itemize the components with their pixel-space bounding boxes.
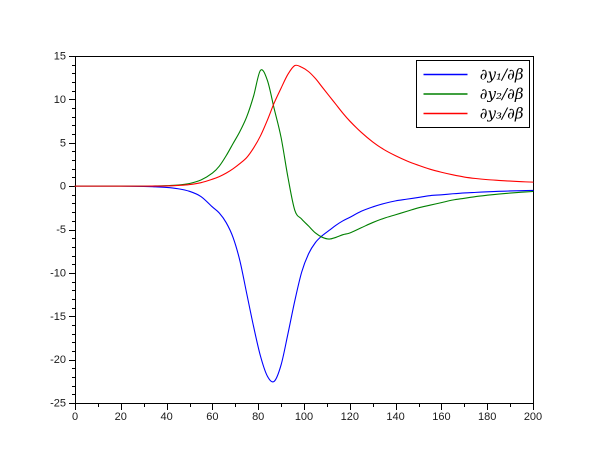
legend-label-dy3-dbeta: ∂y₃/∂β xyxy=(480,105,524,123)
plot-frame xyxy=(75,56,534,404)
y-tick-label: 10 xyxy=(54,94,66,106)
y-tick-label: -10 xyxy=(50,267,66,279)
x-tick-label: 60 xyxy=(206,411,218,423)
x-tick-label: 200 xyxy=(524,411,542,423)
y-tick-label: 5 xyxy=(60,137,66,149)
curve-dy1-dbeta xyxy=(74,185,534,383)
curve-dy3-dbeta xyxy=(74,64,534,187)
y-tick-label: 0 xyxy=(60,181,66,193)
y-tick-label: -20 xyxy=(50,354,66,366)
x-tick-label: 80 xyxy=(252,411,264,423)
x-tick-label: 180 xyxy=(478,411,496,423)
legend-label-dy1-dbeta: ∂y₁/∂β xyxy=(480,66,524,84)
x-tick-label: 20 xyxy=(115,411,127,423)
legend-label-dy2-dbeta: ∂y₂/∂β xyxy=(480,85,524,103)
x-tick-label: 100 xyxy=(295,411,313,423)
y-tick-label: -15 xyxy=(50,311,66,323)
x-tick-label: 160 xyxy=(432,411,450,423)
y-tick-label: 15 xyxy=(54,51,66,63)
x-tick-label: 40 xyxy=(160,411,172,423)
curve-dy2-dbeta xyxy=(74,69,534,240)
x-tick-label: 140 xyxy=(386,411,404,423)
y-tick-label: -5 xyxy=(56,224,66,236)
y-tick-label: -25 xyxy=(50,398,66,410)
x-tick-label: 120 xyxy=(341,411,359,423)
x-tick-label: 0 xyxy=(72,411,78,423)
